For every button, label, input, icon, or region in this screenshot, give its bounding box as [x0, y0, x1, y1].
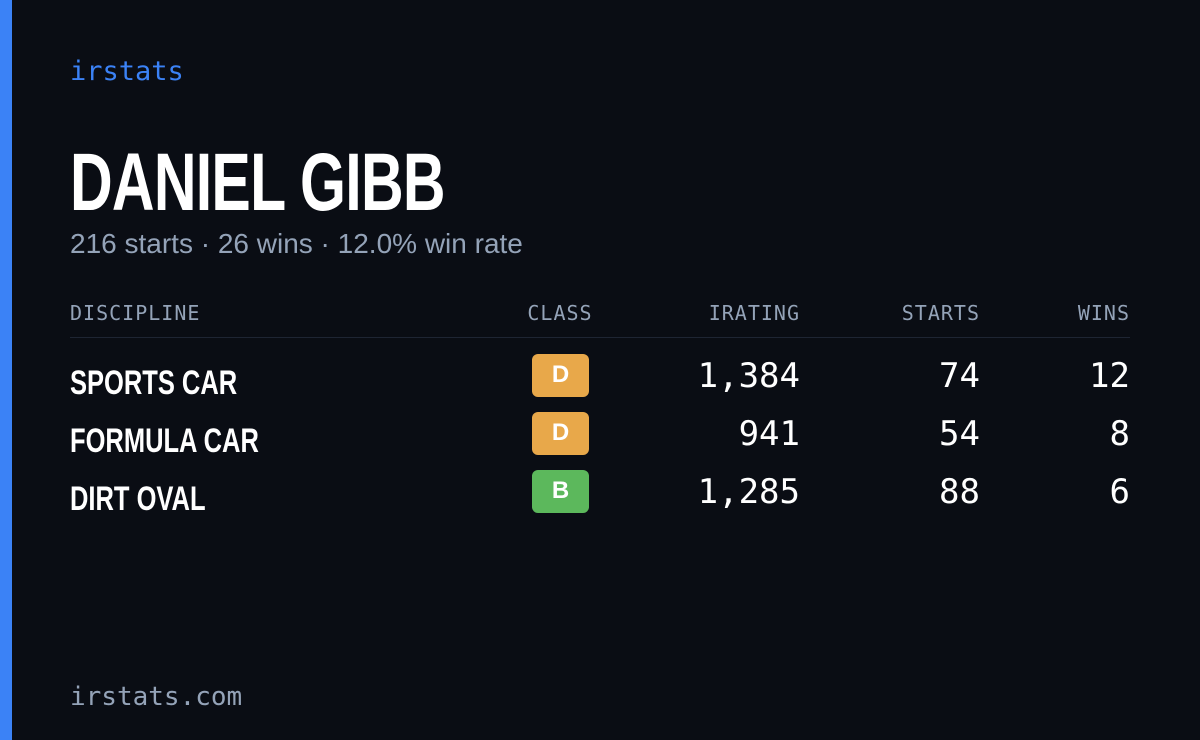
irating: 1,384 [697, 356, 800, 396]
starts: 88 [939, 472, 980, 512]
wins: 8 [1109, 414, 1130, 454]
irating: 1,285 [697, 472, 800, 512]
irating: 941 [738, 414, 800, 454]
discipline: DIRT OVAL [70, 480, 206, 518]
player-name: DANIEL GIBB [70, 137, 446, 228]
starts: 74 [939, 356, 980, 396]
header-discipline: DISCIPLINE [70, 301, 201, 325]
discipline: FORMULA CAR [70, 422, 259, 460]
summary: 216 starts · 26 wins · 12.0% win rate [70, 228, 523, 259]
discipline: SPORTS CAR [70, 364, 238, 402]
header-starts: STARTS [901, 301, 980, 325]
header-irating: IRATING [708, 301, 800, 325]
header-class: CLASS [527, 301, 593, 325]
wins: 6 [1109, 472, 1130, 512]
wins: 12 [1089, 356, 1130, 396]
class-badge: D [532, 354, 589, 397]
starts: 54 [939, 414, 980, 454]
accent-bar [0, 0, 12, 740]
footer: irstats.com [70, 682, 243, 712]
brand: irstats [70, 56, 184, 87]
class-badge: D [532, 412, 589, 455]
class-badge: B [532, 470, 589, 513]
header-wins: WINS [1077, 301, 1130, 325]
header-rule [70, 337, 1130, 338]
